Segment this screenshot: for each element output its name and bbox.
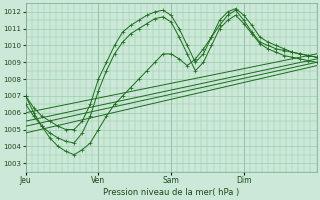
X-axis label: Pression niveau de la mer( hPa ): Pression niveau de la mer( hPa ) xyxy=(103,188,239,197)
